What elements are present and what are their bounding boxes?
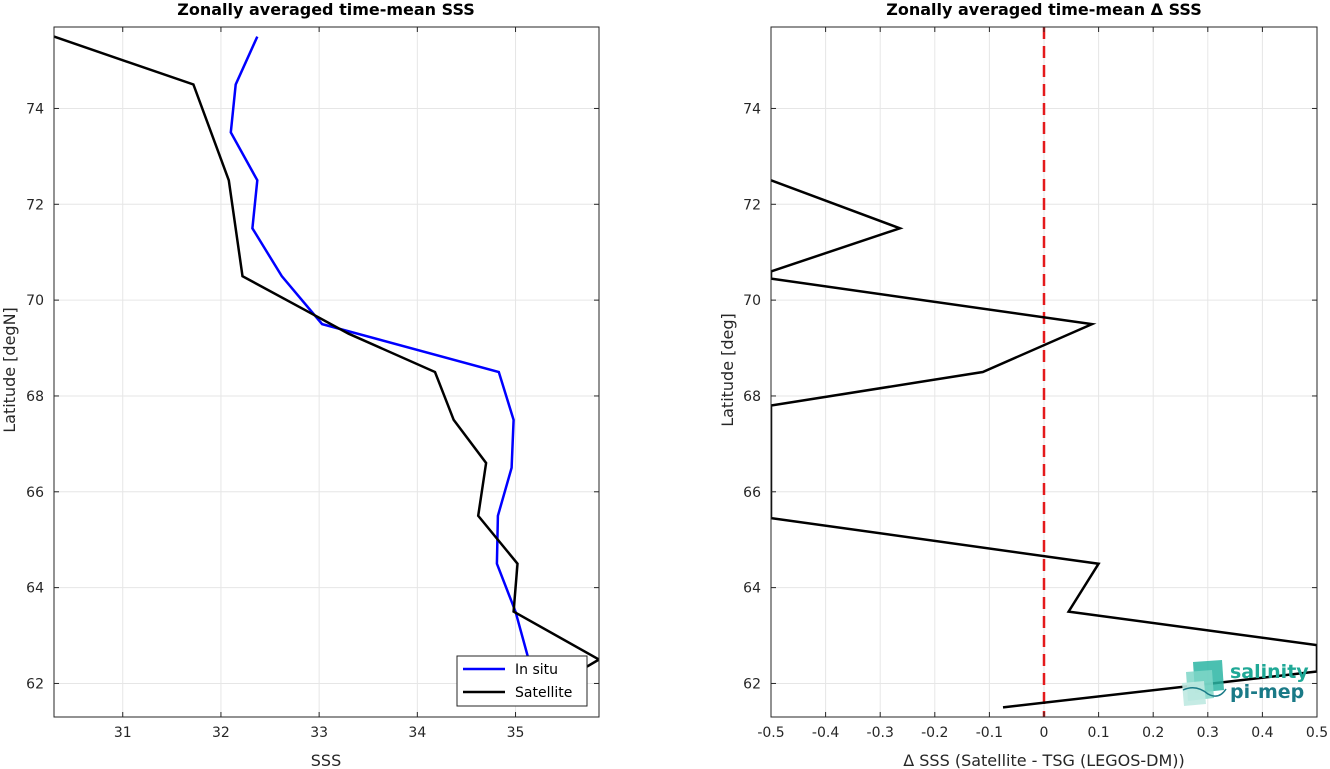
sss-y-tick-label: 72	[26, 197, 44, 213]
delta-sss-x-axis-label: Δ SSS (Satellite - TSG (LEGOS-DM))	[903, 751, 1185, 769]
sss-grid	[54, 27, 599, 717]
sss-plot-frame	[53, 26, 600, 718]
sss-series-layer	[54, 35, 599, 684]
logo-mark-icon	[1182, 660, 1227, 706]
sss-x-tick-label: 35	[507, 725, 525, 741]
delta-sss-y-tick-label: 70	[743, 293, 761, 309]
delta-sss-panel: Zonally averaged time-mean Δ SSS -0.5 -0.…	[718, 0, 1328, 769]
delta-sss-y-tick-label: 62	[743, 676, 761, 692]
delta-sss-series-layer	[771, 27, 1317, 717]
delta-sss-x-tick-label: -0.4	[812, 725, 839, 741]
delta-sss-x-tick-label: 0.3	[1197, 725, 1219, 741]
sss-y-tick-label: 66	[26, 485, 44, 501]
sss-panel: Zonally averaged time-mean SSS 31 32 33 34 3…	[0, 0, 600, 769]
sss-y-tick-label: 62	[26, 676, 44, 692]
legend-in-situ-label: In situ	[515, 662, 558, 678]
sss-y-tick-label: 74	[26, 101, 44, 117]
delta-sss-x-tick-label: 0.2	[1142, 725, 1164, 741]
delta-sss-x-tick-label: 0.5	[1306, 725, 1328, 741]
delta-sss-y-tick-label: 64	[743, 581, 761, 597]
delta-sss-x-tick-label: -0.5	[757, 725, 784, 741]
logo-line1: salinity	[1230, 661, 1309, 683]
legend-satellite-label: Satellite	[515, 685, 572, 701]
delta-sss-chart-title: Zonally averaged time-mean Δ SSS	[886, 0, 1202, 19]
sss-x-tick-label: 34	[408, 725, 426, 741]
sss-y-axis-label: Latitude [degN]	[0, 307, 19, 433]
delta-sss-x-tick-label: -0.1	[976, 725, 1003, 741]
delta-sss-ticks: -0.5 -0.4 -0.3 -0.2 -0.1 0 0.1 0.2 0.3 0.4 0.5 62 64…	[743, 27, 1328, 741]
sss-y-tick-label: 68	[26, 389, 44, 405]
delta-sss-y-tick-label: 66	[743, 485, 761, 501]
delta-sss-x-tick-label: 0.4	[1251, 725, 1273, 741]
sss-in-situ-line	[229, 36, 537, 684]
sss-plot-area	[54, 27, 599, 717]
delta-sss-y-tick-label: 68	[743, 389, 761, 405]
legend-box	[456, 655, 588, 707]
delta-sss-y-tick-label: 74	[743, 101, 761, 117]
delta-sss-x-tick-label: 0	[1040, 725, 1049, 741]
delta-sss-x-tick-label: -0.2	[921, 725, 948, 741]
sss-x-tick-label: 32	[212, 725, 230, 741]
delta-sss-x-tick-label: -0.3	[867, 725, 894, 741]
sss-x-tick-label: 31	[114, 725, 132, 741]
sss-x-axis-label: SSS	[311, 751, 341, 769]
delta-sss-x-tick-label: 0.1	[1087, 725, 1109, 741]
delta-sss-y-tick-label: 72	[743, 197, 761, 213]
sss-legend: In situ Satellite	[456, 655, 588, 707]
delta-sss-y-axis-label: Latitude [deg]	[718, 313, 737, 427]
sss-x-tick-label: 33	[310, 725, 328, 741]
sss-y-tick-label: 64	[26, 581, 44, 597]
salinity-pimep-logo: salinity pi-mep	[1182, 660, 1309, 706]
sss-chart-title: Zonally averaged time-mean SSS	[177, 0, 475, 19]
logo-line2: pi-mep	[1230, 681, 1304, 703]
sss-y-tick-label: 70	[26, 293, 44, 309]
sss-ticks: 31 32 33 34 35 62 64 66 68 70 72 74	[26, 27, 599, 741]
sss-satellite-line	[54, 35, 599, 675]
